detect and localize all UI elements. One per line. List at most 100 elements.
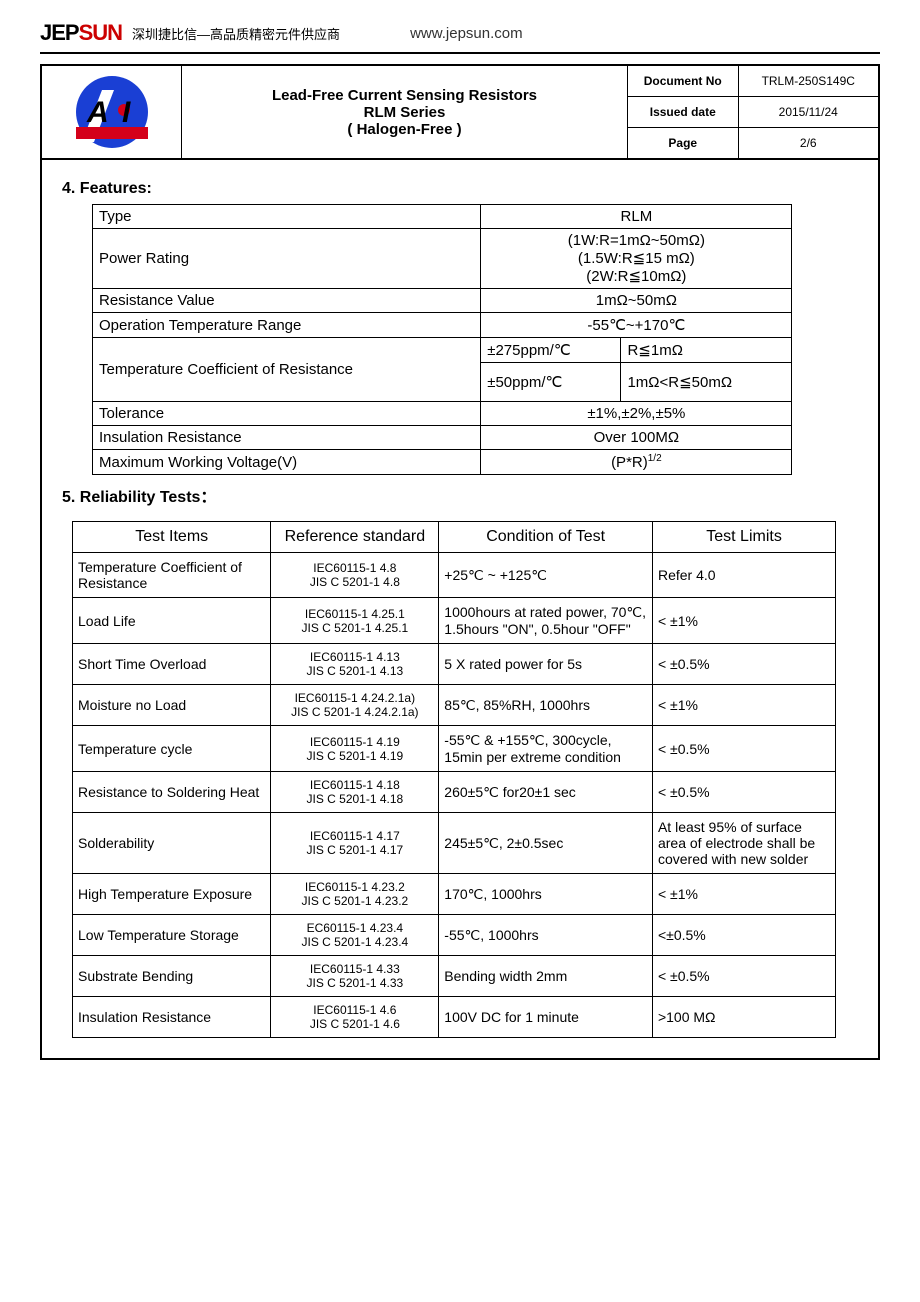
rel-lim: < ±0.5%	[652, 772, 835, 813]
document-frame: A I Lead-Free Current Sensing Resistors …	[40, 64, 880, 1060]
features-ins-label: Insulation Resistance	[93, 426, 481, 450]
rel-ref: IEC60115-1 4.23.2JIS C 5201-1 4.23.2	[271, 874, 439, 915]
features-optemp-value: -55℃~+170℃	[481, 313, 792, 338]
rel-cond: 245±5℃, 2±0.5sec	[439, 813, 653, 874]
meta-page-label: Page	[628, 128, 738, 159]
table-row: Low Temperature StorageEC60115-1 4.23.4J…	[73, 915, 836, 956]
rel-ref: IEC60115-1 4.33JIS C 5201-1 4.33	[271, 956, 439, 997]
rel-item: Temperature cycle	[73, 726, 271, 772]
rel-cond: -55℃ & +155℃, 300cycle, 15min per extrem…	[439, 726, 653, 772]
rel-lim: Refer 4.0	[652, 553, 835, 598]
table-row: Temperature Coefficient of ResistanceIEC…	[73, 553, 836, 598]
rel-ref: IEC60115-1 4.17JIS C 5201-1 4.17	[271, 813, 439, 874]
rel-cond: 260±5℃ for20±1 sec	[439, 772, 653, 813]
table-row: Short Time OverloadIEC60115-1 4.13JIS C …	[73, 644, 836, 685]
section-5-title: 5. Reliability Tests：	[62, 483, 858, 507]
document-meta-table: Document No TRLM-250S149C Issued date 20…	[628, 66, 878, 158]
rel-item: Moisture no Load	[73, 685, 271, 726]
rel-cond: 1000hours at rated power, 70℃, 1.5hours …	[439, 598, 653, 644]
rel-item: Substrate Bending	[73, 956, 271, 997]
rel-item: Low Temperature Storage	[73, 915, 271, 956]
company-logo-cell: A I	[42, 66, 182, 158]
rel-cond: 85℃, 85%RH, 1000hrs	[439, 685, 653, 726]
features-tcr-a2: R≦1mΩ	[621, 338, 792, 363]
rel-lim: < ±0.5%	[652, 956, 835, 997]
rel-cond: 170℃, 1000hrs	[439, 874, 653, 915]
rel-item: Short Time Overload	[73, 644, 271, 685]
rel-item: Temperature Coefficient of Resistance	[73, 553, 271, 598]
features-tcr-b1: ±50ppm/℃	[481, 363, 621, 402]
rel-item: Load Life	[73, 598, 271, 644]
rel-cond: 5 X rated power for 5s	[439, 644, 653, 685]
meta-docno-label: Document No	[628, 66, 738, 97]
brand-logo-part2: SUN	[79, 20, 122, 45]
svg-text:I: I	[122, 96, 131, 129]
brand-url: www.jepsun.com	[410, 25, 523, 42]
meta-issued-value: 2015/11/24	[738, 97, 878, 128]
document-title: Lead-Free Current Sensing Resistors RLM …	[182, 66, 628, 158]
title-line3: ( Halogen-Free )	[347, 121, 461, 138]
meta-issued-label: Issued date	[628, 97, 738, 128]
rel-header-ref: Reference standard	[271, 522, 439, 553]
features-tol-value: ±1%,±2%,±5%	[481, 402, 792, 426]
rel-lim: < ±1%	[652, 685, 835, 726]
features-optemp-label: Operation Temperature Range	[93, 313, 481, 338]
features-power-line1: (1W:R=1mΩ~50mΩ)	[487, 232, 785, 249]
company-logo-icon: A I	[62, 72, 162, 152]
rel-ref: EC60115-1 4.23.4JIS C 5201-1 4.23.4	[271, 915, 439, 956]
table-row: Load LifeIEC60115-1 4.25.1JIS C 5201-1 4…	[73, 598, 836, 644]
brand-logo-part1: JEP	[40, 20, 79, 45]
rel-item: High Temperature Exposure	[73, 874, 271, 915]
features-resistance-label: Resistance Value	[93, 289, 481, 313]
features-power-line2: (1.5W:R≦15 mΩ)	[487, 249, 785, 267]
rel-cond: Bending width 2mm	[439, 956, 653, 997]
rel-lim: < ±1%	[652, 598, 835, 644]
table-row: Insulation ResistanceIEC60115-1 4.6JIS C…	[73, 997, 836, 1038]
rel-ref: IEC60115-1 4.25.1JIS C 5201-1 4.25.1	[271, 598, 439, 644]
rel-ref: IEC60115-1 4.13JIS C 5201-1 4.13	[271, 644, 439, 685]
features-maxv-base: (P*R)	[611, 454, 648, 471]
rel-header-cond: Condition of Test	[439, 522, 653, 553]
table-row: Resistance to Soldering HeatIEC60115-1 4…	[73, 772, 836, 813]
rel-lim: < ±0.5%	[652, 726, 835, 772]
features-power-line3: (2W:R≦10mΩ)	[487, 267, 785, 285]
meta-docno-value: TRLM-250S149C	[738, 66, 878, 97]
features-tol-label: Tolerance	[93, 402, 481, 426]
rel-header-items: Test Items	[73, 522, 271, 553]
features-tcr-label: Temperature Coefficient of Resistance	[93, 338, 481, 402]
rel-cond: +25℃ ~ +125℃	[439, 553, 653, 598]
rel-header-lim: Test Limits	[652, 522, 835, 553]
document-header: A I Lead-Free Current Sensing Resistors …	[42, 66, 878, 160]
brand-tagline: 深圳捷比信—高品质精密元件供应商	[132, 24, 340, 43]
brand-logo: JEPSUN	[40, 20, 122, 46]
rel-ref: IEC60115-1 4.18JIS C 5201-1 4.18	[271, 772, 439, 813]
rel-lim: <±0.5%	[652, 915, 835, 956]
title-line1: Lead-Free Current Sensing Resistors	[272, 87, 537, 104]
table-row: High Temperature ExposureIEC60115-1 4.23…	[73, 874, 836, 915]
rel-ref: IEC60115-1 4.24.2.1a)JIS C 5201-1 4.24.2…	[271, 685, 439, 726]
features-maxv-exp: 1/2	[648, 453, 662, 464]
features-table: Type RLM Power Rating (1W:R=1mΩ~50mΩ) (1…	[92, 204, 792, 475]
title-line2: RLM Series	[364, 104, 446, 121]
features-tcr-b2: 1mΩ<R≦50mΩ	[621, 363, 792, 402]
rel-cond: 100V DC for 1 minute	[439, 997, 653, 1038]
features-ins-value: Over 100MΩ	[481, 426, 792, 450]
rel-ref: IEC60115-1 4.8JIS C 5201-1 4.8	[271, 553, 439, 598]
features-type-label: Type	[93, 205, 481, 229]
features-type-value: RLM	[481, 205, 792, 229]
rel-ref: IEC60115-1 4.6JIS C 5201-1 4.6	[271, 997, 439, 1038]
features-tcr-a1: ±275ppm/℃	[481, 338, 621, 363]
rel-cond: -55℃, 1000hrs	[439, 915, 653, 956]
rel-item: Insulation Resistance	[73, 997, 271, 1038]
rel-lim: < ±1%	[652, 874, 835, 915]
table-row: Substrate BendingIEC60115-1 4.33JIS C 52…	[73, 956, 836, 997]
features-maxv-value: (P*R)1/2	[481, 450, 792, 475]
rel-lim: >100 MΩ	[652, 997, 835, 1038]
table-row: Temperature cycleIEC60115-1 4.19JIS C 52…	[73, 726, 836, 772]
features-resistance-value: 1mΩ~50mΩ	[481, 289, 792, 313]
rel-lim: < ±0.5%	[652, 644, 835, 685]
meta-page-value: 2/6	[738, 128, 878, 159]
rel-lim: At least 95% of surface area of electrod…	[652, 813, 835, 874]
features-power-value: (1W:R=1mΩ~50mΩ) (1.5W:R≦15 mΩ) (2W:R≦10m…	[481, 229, 792, 289]
reliability-table: Test Items Reference standard Condition …	[72, 521, 836, 1038]
